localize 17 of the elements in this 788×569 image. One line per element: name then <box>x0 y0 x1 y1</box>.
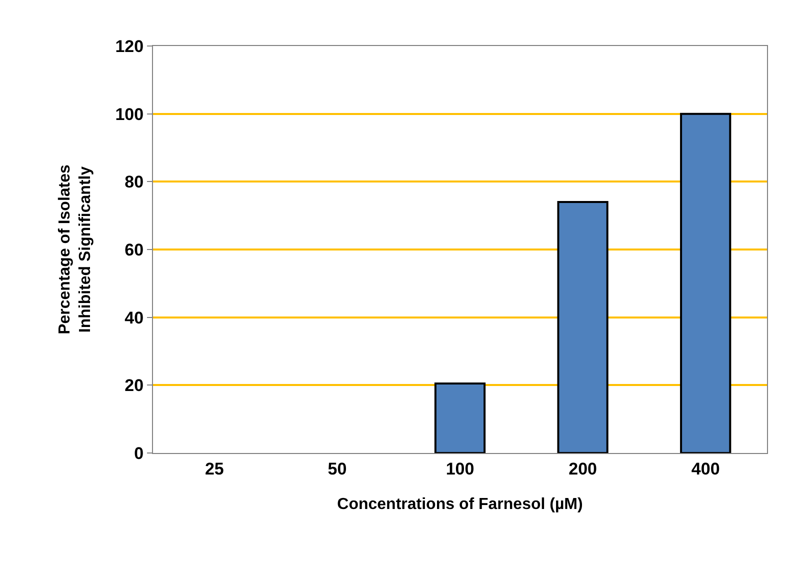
x-tick-label: 100 <box>446 459 474 478</box>
x-tick-label: 200 <box>568 459 597 478</box>
y-tick-label: 20 <box>124 376 144 396</box>
y-tick-label: 0 <box>134 444 144 463</box>
y-tick-label: 60 <box>124 240 144 260</box>
bar <box>680 112 732 453</box>
x-tick-label: 25 <box>204 459 224 478</box>
x-axis-title: Concentrations of Farnesol (µM) <box>337 496 583 514</box>
y-tick-label: 100 <box>115 104 144 124</box>
x-tick-label: 50 <box>328 459 347 478</box>
y-axis-title: Percentage of Isolates Inhibited Significantly <box>56 164 94 334</box>
y-tick-label: 40 <box>124 308 144 328</box>
y-tick-label: 120 <box>115 36 144 56</box>
y-tick-label: 80 <box>124 172 144 192</box>
x-tick-label: 400 <box>691 459 720 478</box>
bar <box>434 382 486 453</box>
bar <box>557 201 608 453</box>
